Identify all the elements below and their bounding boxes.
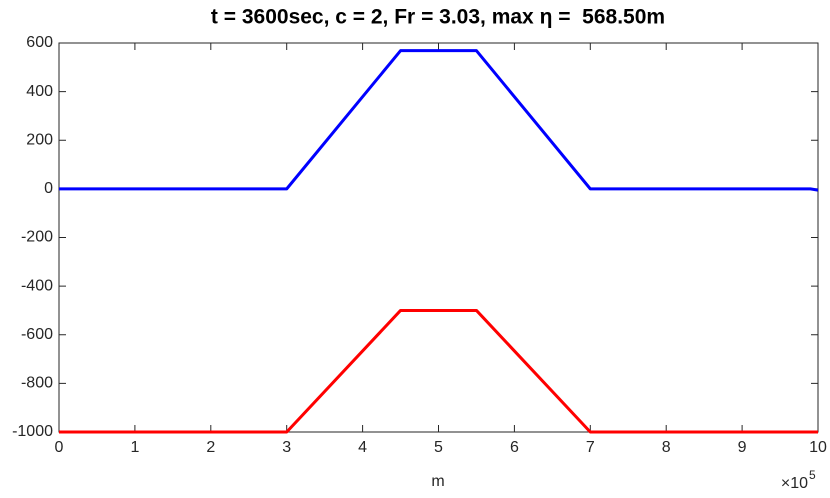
x-tick-label: 10 [809, 439, 827, 456]
y-tick-label: -400 [21, 277, 53, 294]
chart-title: t = 3600sec, c = 2, Fr = 3.03, max η = 5… [211, 6, 665, 29]
y-tick-label: -200 [21, 229, 53, 246]
y-tick-label: -600 [21, 326, 53, 343]
x-tick-label: 2 [206, 439, 215, 456]
y-tick-label: -800 [21, 375, 53, 392]
x-scale-exponent: 5 [809, 468, 816, 482]
x-tick-label: 5 [434, 439, 443, 456]
x-tick-label: 7 [586, 439, 595, 456]
x-tick-label: 9 [738, 439, 747, 456]
x-tick-label: 6 [510, 439, 519, 456]
y-tick-label: 200 [26, 131, 53, 148]
y-tick-label: 400 [26, 83, 53, 100]
x-axis-label: m [431, 473, 444, 490]
plot-frame [58, 42, 819, 433]
y-tick-label: 0 [44, 180, 53, 197]
x-tick-label: 4 [358, 439, 367, 456]
series-line [59, 49, 819, 192]
x-scale-base: ×10 [781, 475, 808, 492]
x-tick-label: 8 [662, 439, 671, 456]
series-line [59, 308, 818, 434]
x-tick-label: 3 [282, 439, 291, 456]
y-tick-label: 600 [26, 34, 53, 51]
x-tick-label: 0 [55, 439, 64, 456]
x-tick-label: 1 [130, 439, 139, 456]
y-tick-label: -1000 [12, 423, 53, 440]
